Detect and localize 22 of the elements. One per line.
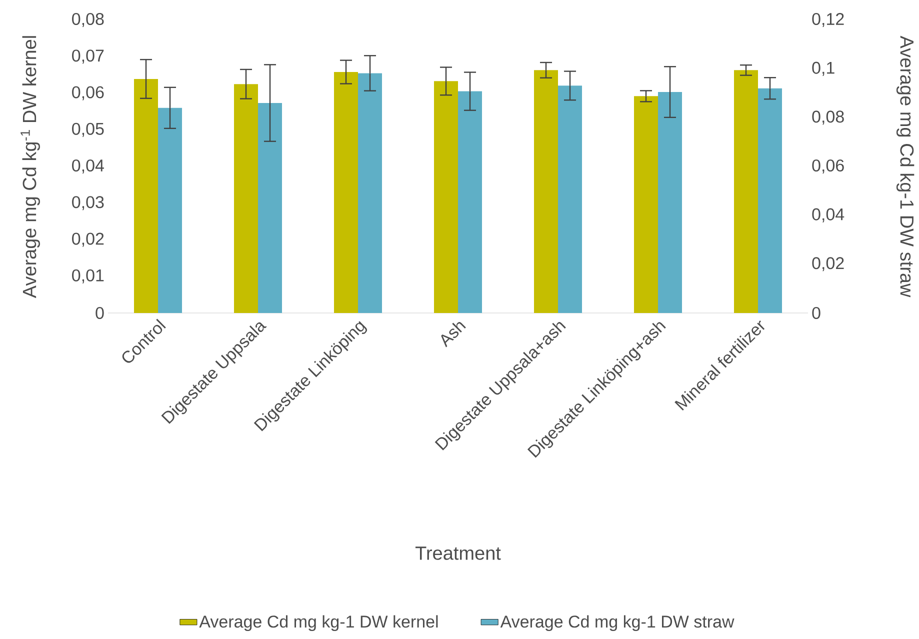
y2-tick-label: 0,08 <box>812 110 844 125</box>
y-axis-title: Average mg Cd kg$^{-1}$ DW kernel <box>20 36 40 298</box>
legend-label: Average Cd mg kg-1 DW kernel <box>199 615 438 632</box>
x-tick-label: Ash <box>441 322 466 348</box>
y2-tick-label: 0,06 <box>812 159 844 174</box>
legend-label: Average Cd mg kg-1 DW straw <box>500 615 734 632</box>
y2-tick-label: 0 <box>812 306 820 320</box>
y-tick-label: 0,07 <box>72 50 104 64</box>
y-tick-label: 0,06 <box>72 86 104 100</box>
y-tick-label: 0,04 <box>72 159 104 174</box>
y2-tick-label: 0,1 <box>812 62 834 76</box>
y-tick-label: 0,05 <box>72 122 104 137</box>
y-tick-label: 0,08 <box>72 12 104 28</box>
y-tick-label: 0 <box>96 306 104 320</box>
y-tick-label: 0,02 <box>72 232 104 247</box>
y-tick-label: 0,03 <box>72 196 104 210</box>
y2-axis-title: Average mg Cd kg-1 DW straw <box>896 36 914 298</box>
x-axis-title: Treatment <box>415 546 501 560</box>
y-tick-label: 0,01 <box>72 269 104 284</box>
y2-tick-label: 0,02 <box>812 257 844 272</box>
y2-tick-label: 0,04 <box>812 208 844 222</box>
y2-tick-label: 0,12 <box>812 12 844 28</box>
